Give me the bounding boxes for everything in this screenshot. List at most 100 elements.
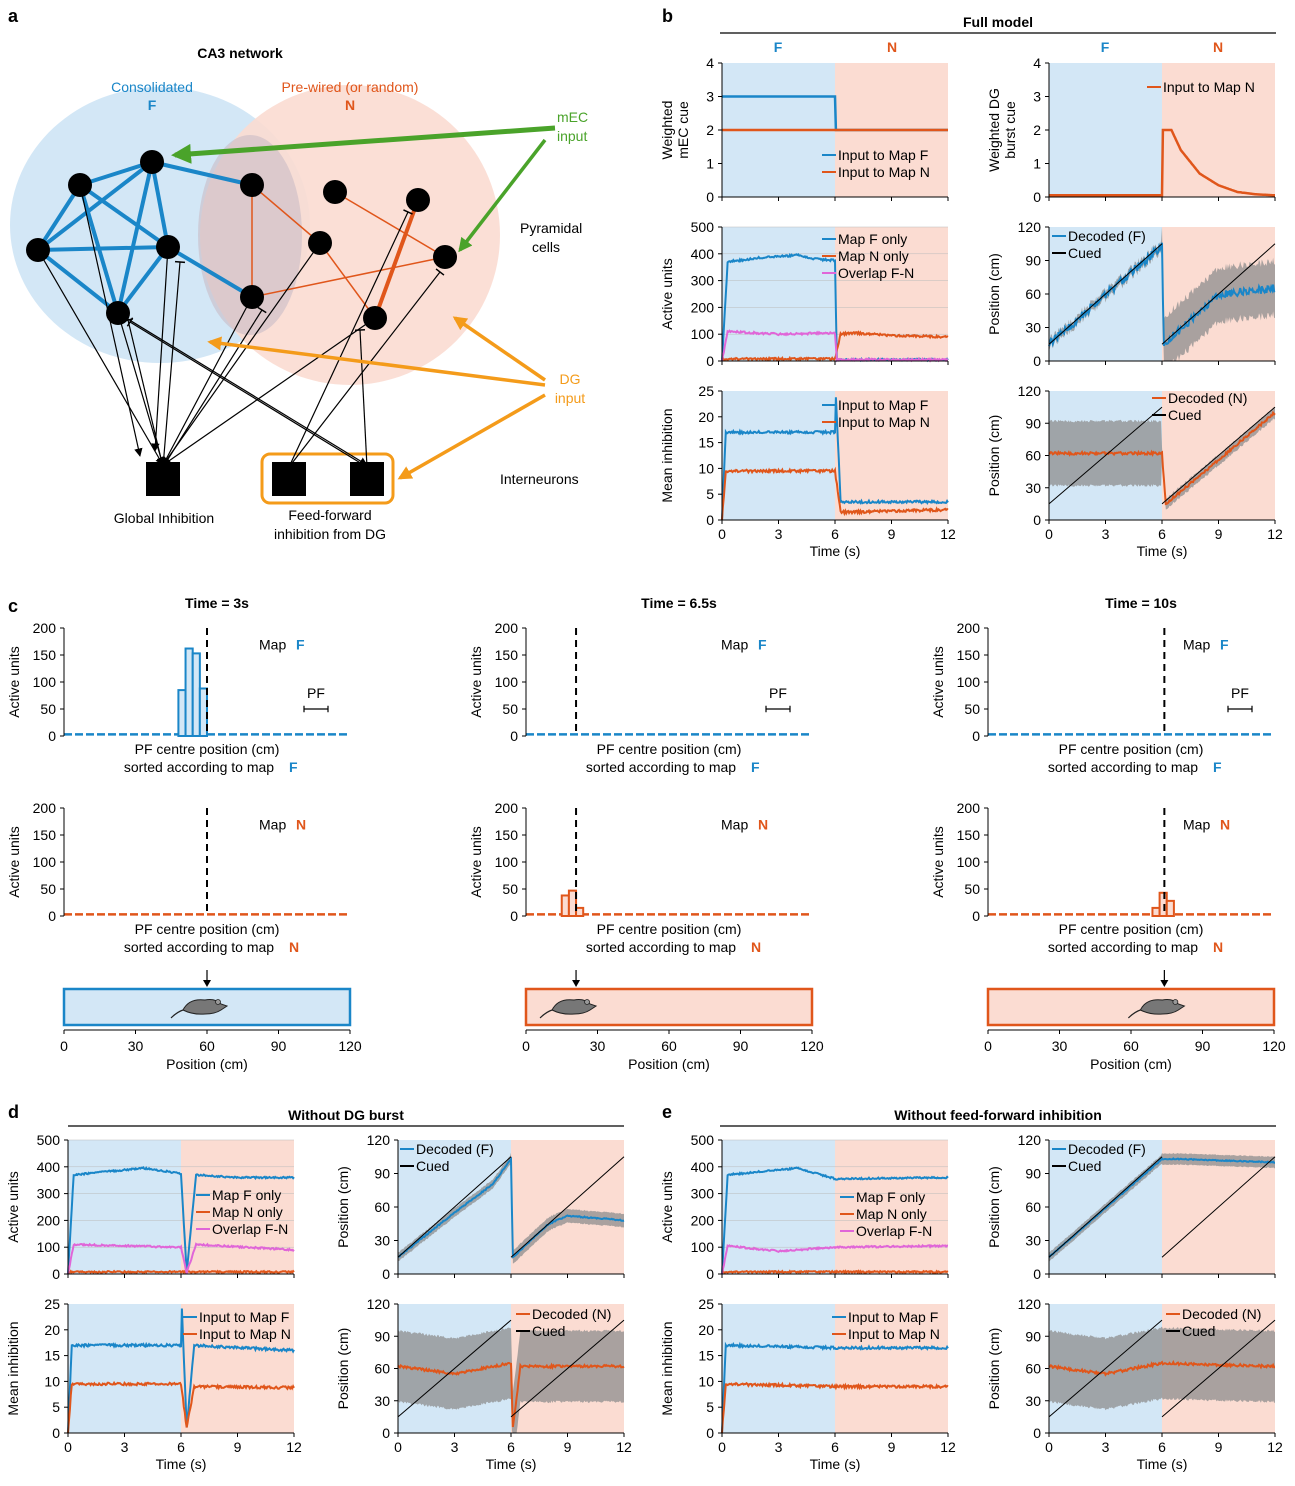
x-tick-label: 60 bbox=[661, 1038, 677, 1054]
panel-label-d: d bbox=[8, 1102, 19, 1122]
pf-label: PF bbox=[769, 685, 787, 701]
interneurons-label: Interneurons bbox=[500, 471, 579, 487]
chart-e3: 0 5 10 15 20 25 0 3 6 9 12 Time (s) Mean inhibition I… bbox=[659, 1296, 956, 1472]
y-axis-label: Active units bbox=[659, 1171, 675, 1243]
dg-arrow bbox=[452, 316, 546, 382]
decoded-error-band bbox=[1049, 407, 1275, 510]
panel-a-network: CA3 network Consolidated F Pre-wired (or ra… bbox=[10, 45, 588, 542]
y-tick-label: 300 bbox=[691, 1186, 715, 1202]
map-label: Map bbox=[1183, 637, 1210, 653]
histogram-bar bbox=[198, 687, 209, 737]
histogram-bar bbox=[560, 894, 570, 917]
histogram-bar bbox=[184, 647, 194, 738]
y-tick-label: 50 bbox=[502, 881, 518, 897]
legend-entry: Map N only bbox=[856, 1206, 927, 1222]
dg-arrow bbox=[397, 393, 546, 480]
excitatory-projection bbox=[162, 296, 253, 466]
consolidated-label: Consolidated bbox=[111, 79, 193, 95]
sorted-letter: N bbox=[1213, 939, 1223, 955]
x-tick-label: 0 bbox=[60, 1038, 68, 1054]
y-tick-label: 0 bbox=[1033, 1425, 1041, 1441]
y-tick-label: 100 bbox=[33, 674, 57, 690]
legend-entry: Input to Map F bbox=[838, 397, 928, 413]
y-tick-label: 120 bbox=[1018, 383, 1042, 399]
rat-ear bbox=[215, 999, 221, 1005]
y-tick-label: 15 bbox=[44, 1348, 60, 1364]
y-tick-label: 4 bbox=[706, 55, 714, 71]
legend-entry: Input to Map N bbox=[838, 414, 930, 430]
legend-entry: Map F only bbox=[856, 1189, 925, 1205]
histogram-bar bbox=[191, 652, 201, 738]
series-line bbox=[67, 1166, 295, 1275]
pyramidal-cell bbox=[106, 301, 130, 325]
legend-entry: Cued bbox=[1182, 1323, 1215, 1339]
legend-entry: Cued bbox=[1068, 1158, 1101, 1174]
y-axis-label: Position (cm) bbox=[335, 1328, 351, 1410]
x-tick-label: 3 bbox=[1102, 1439, 1110, 1455]
cue-arrowhead bbox=[572, 980, 581, 987]
x-tick-label: 30 bbox=[128, 1038, 144, 1054]
x-tick-label: 90 bbox=[1195, 1038, 1211, 1054]
consolidated-synapse bbox=[150, 161, 170, 248]
map-letter: N bbox=[758, 817, 768, 833]
x-tick-label: 3 bbox=[775, 1439, 783, 1455]
sorted-letter: N bbox=[289, 939, 299, 955]
y-tick-label: 0 bbox=[706, 1425, 714, 1441]
map-f-header: F bbox=[1101, 39, 1110, 55]
x-tick-label: 3 bbox=[775, 526, 783, 542]
prewired-synapse bbox=[373, 199, 420, 319]
y-axis-label: Active units bbox=[468, 646, 484, 718]
x-tick-label: 90 bbox=[733, 1038, 749, 1054]
x-tick-label: 3 bbox=[451, 1439, 459, 1455]
histogram-bar bbox=[575, 906, 585, 918]
linear-track bbox=[986, 987, 1276, 1027]
y-tick-label: 60 bbox=[1025, 286, 1041, 302]
chart-e2: 0 30 60 90 120 Position (cm) Decoded (F)Cued bbox=[986, 1132, 1276, 1282]
y-tick-label: 30 bbox=[374, 1393, 390, 1409]
y-tick-label: 90 bbox=[374, 1166, 390, 1182]
y-tick-label: 150 bbox=[957, 647, 981, 663]
histogram-bar bbox=[1158, 891, 1168, 918]
cue-arrowhead bbox=[203, 980, 211, 987]
x-axis-label: Time (s) bbox=[486, 1456, 537, 1472]
time-title: Time = 10s bbox=[1105, 595, 1177, 611]
inhibitory-terminal bbox=[435, 268, 445, 276]
y-tick-label: 90 bbox=[1025, 1328, 1041, 1344]
x-tick-label: 0 bbox=[718, 526, 726, 542]
y-tick-label: 20 bbox=[698, 409, 714, 425]
chart-d3: 0 5 10 15 20 25 0 3 6 9 12 Time (s) Mean inhibition I… bbox=[5, 1296, 302, 1472]
legend-entry: Decoded (F) bbox=[1068, 228, 1146, 244]
y-tick-label: 200 bbox=[495, 620, 519, 636]
x-axis-label: Position (cm) bbox=[628, 1056, 710, 1072]
y-axis-label: Weighted DG bbox=[986, 88, 1002, 172]
x-tick-label: 12 bbox=[286, 1439, 302, 1455]
y-axis-label: Position (cm) bbox=[986, 415, 1002, 497]
y-tick-label: 0 bbox=[510, 728, 518, 744]
y-tick-label: 0 bbox=[972, 908, 980, 924]
inhibitory-terminal bbox=[354, 328, 366, 332]
y-tick-label: 50 bbox=[40, 881, 56, 897]
y-tick-label: 1 bbox=[706, 156, 714, 172]
y-tick-label: 100 bbox=[691, 1239, 715, 1255]
y-tick-label: 25 bbox=[698, 383, 714, 399]
map-n-header: N bbox=[1213, 39, 1223, 55]
y-tick-label: 100 bbox=[957, 854, 981, 870]
y-tick-label: 120 bbox=[367, 1296, 391, 1312]
interneuron bbox=[272, 462, 306, 496]
y-axis-label: Position (cm) bbox=[986, 1166, 1002, 1248]
map-f-label: F bbox=[148, 97, 157, 113]
y-tick-label: 100 bbox=[495, 674, 519, 690]
map-n-background bbox=[835, 391, 948, 520]
histogram-bar bbox=[1151, 906, 1161, 918]
y-tick-label: 30 bbox=[374, 1233, 390, 1249]
legend-entry: Input to Map N bbox=[848, 1326, 940, 1342]
y-axis-label: Active units bbox=[659, 258, 675, 330]
y-tick-label: 60 bbox=[1025, 1199, 1041, 1215]
map-n-background bbox=[835, 1304, 948, 1433]
sorted-label: sorted according to map bbox=[124, 759, 274, 775]
x-tick-label: 6 bbox=[1158, 526, 1166, 542]
y-tick-label: 400 bbox=[37, 1159, 61, 1175]
y-tick-label: 25 bbox=[44, 1296, 60, 1312]
y-tick-label: 400 bbox=[691, 246, 715, 262]
